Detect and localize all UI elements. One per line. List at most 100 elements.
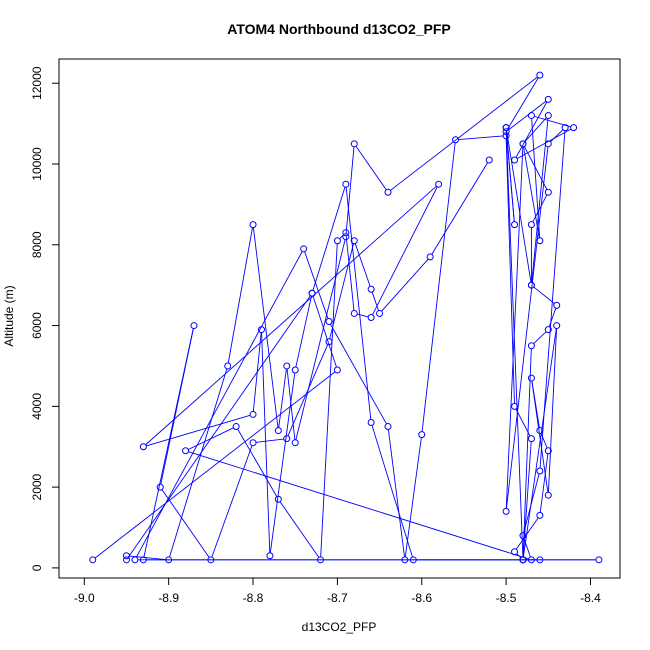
series-line-segment — [371, 291, 380, 311]
data-point — [350, 237, 358, 245]
x-tick-label: -8.9 — [158, 591, 179, 605]
series-line-segment — [354, 243, 371, 287]
series-line-segment — [506, 130, 532, 283]
data-point — [418, 431, 426, 439]
data-series — [89, 71, 603, 564]
series-line-segment — [531, 380, 549, 493]
data-point — [333, 366, 341, 374]
data-point — [511, 156, 519, 164]
series-line-segment — [312, 186, 346, 291]
data-point — [325, 338, 333, 346]
data-point — [274, 427, 282, 435]
series-line-segment — [539, 453, 549, 513]
data-point — [139, 443, 147, 451]
data-point — [376, 309, 384, 317]
series-line-segment — [169, 368, 228, 558]
series-line-segment — [312, 295, 337, 368]
series-line-segment — [252, 332, 262, 412]
data-point — [122, 552, 130, 560]
data-point — [544, 326, 552, 334]
series-line-segment — [135, 251, 303, 558]
data-point — [553, 322, 561, 330]
series-line-segment — [531, 118, 549, 283]
series-line-segment — [505, 130, 524, 557]
series-line-segment — [532, 194, 548, 223]
series-line-segment — [279, 501, 320, 558]
data-point — [384, 188, 392, 196]
series-line-segment — [278, 368, 287, 428]
data-point — [511, 221, 519, 229]
data-point — [502, 507, 510, 515]
series-line-segment — [295, 296, 312, 368]
data-point — [527, 556, 535, 564]
data-point — [451, 136, 459, 144]
data-point — [502, 132, 510, 140]
series-line-segment — [390, 76, 538, 191]
series-line-segment — [295, 239, 346, 440]
data-point — [553, 301, 561, 309]
data-point — [570, 124, 578, 132]
data-point — [300, 245, 308, 253]
data-point — [527, 112, 535, 120]
data-point — [595, 556, 603, 564]
series-line-segment — [329, 243, 354, 339]
series-line-segment — [261, 332, 271, 553]
data-point — [485, 156, 493, 164]
data-point — [502, 124, 510, 132]
data-point — [190, 322, 198, 330]
series-line-segment — [160, 328, 194, 485]
data-point — [367, 313, 375, 321]
data-point — [409, 556, 417, 564]
series-line-segment — [515, 101, 548, 158]
series-line-segment — [523, 146, 540, 238]
data-point — [232, 423, 240, 431]
data-point — [519, 556, 527, 564]
data-point — [435, 180, 443, 188]
data-point — [536, 556, 544, 564]
x-tick-label: -8.7 — [327, 591, 348, 605]
data-point — [527, 374, 535, 382]
data-point — [511, 548, 519, 556]
series-line-segment — [505, 130, 515, 222]
data-point — [536, 467, 544, 475]
series-line-segment — [431, 162, 489, 255]
x-tick-label: -8.5 — [496, 591, 517, 605]
data-point — [367, 285, 375, 293]
series-line-segment — [211, 445, 253, 558]
data-point — [333, 237, 341, 245]
series-line-segment — [237, 428, 278, 497]
series-line-segment — [304, 251, 329, 319]
data-point — [367, 419, 375, 427]
x-tick-label: -8.4 — [580, 591, 601, 605]
data-point — [283, 435, 291, 443]
series-line-segment — [522, 328, 557, 557]
data-point — [502, 128, 510, 136]
data-point — [317, 556, 325, 564]
series-line-segment — [523, 538, 531, 558]
data-point — [544, 188, 552, 196]
data-point — [384, 423, 392, 431]
data-point — [139, 556, 147, 564]
series-line-segment — [531, 118, 541, 238]
data-point — [224, 362, 232, 370]
x-axis-label: d13CO2_PFP — [302, 620, 377, 634]
series-line-segment — [286, 368, 296, 440]
series-line-segment — [505, 146, 524, 509]
data-point — [527, 281, 535, 289]
series-line-segment — [269, 372, 296, 553]
y-tick-label: 12000 — [30, 66, 44, 100]
data-point — [544, 491, 552, 499]
data-point — [156, 483, 164, 491]
data-point — [536, 71, 544, 79]
data-point — [342, 233, 350, 241]
data-point — [249, 221, 257, 229]
series-line-segment — [523, 473, 540, 533]
series-line-segment — [161, 489, 210, 558]
series-line-segment — [252, 227, 279, 428]
data-point — [561, 124, 569, 132]
y-tick-label: 6000 — [30, 312, 44, 339]
data-point — [308, 289, 316, 297]
y-axis-label: Altitude (m) — [2, 285, 16, 346]
data-point — [325, 318, 333, 326]
